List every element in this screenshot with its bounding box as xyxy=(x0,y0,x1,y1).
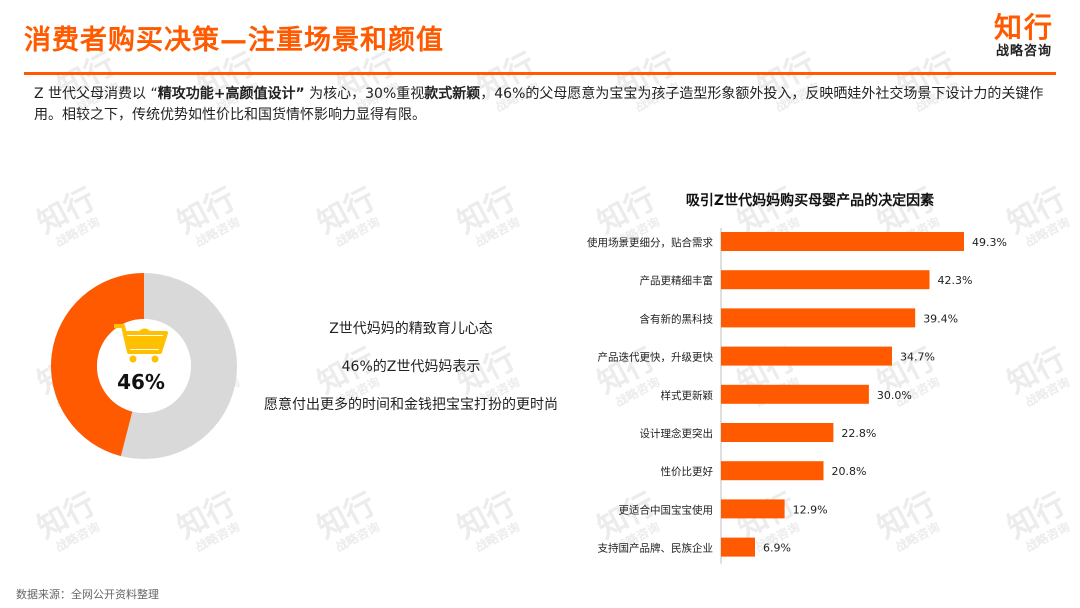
brand-logo: 知行 战略咨询 xyxy=(994,12,1054,60)
bar xyxy=(721,384,869,404)
category-label: 产品迭代更快，升级更快 xyxy=(598,351,714,364)
value-label: 20.8% xyxy=(832,465,867,478)
shopping-cart-icon xyxy=(114,324,168,363)
value-label: 12.9% xyxy=(793,503,828,516)
page-title: 消费者购买决策—注重场景和颜值 xyxy=(24,25,444,56)
intro-text-1: Z 世代父母消费以 “ xyxy=(34,86,158,102)
category-label: 支持国产品牌、民族企业 xyxy=(598,542,714,555)
category-label: 设计理念更突出 xyxy=(640,427,714,440)
bar xyxy=(721,537,755,557)
value-label: 39.4% xyxy=(923,312,958,325)
source-note: 数据来源：全网公开资料整理 xyxy=(16,588,159,601)
logo-sub-text: 战略咨询 xyxy=(995,44,1052,59)
value-label: 34.7% xyxy=(900,351,935,364)
bar xyxy=(721,308,916,328)
donut-value-arc xyxy=(51,273,145,457)
category-label: 性价比更好 xyxy=(661,465,714,478)
title-divider xyxy=(24,72,1056,75)
intro-text-2: 为核心，30%重视 xyxy=(304,86,425,102)
category-label: 使用场景更细分，贴合需求 xyxy=(587,236,713,249)
intro-text-3: ，46%的父母愿意为宝宝为孩子造型形象额外投入，反映晒娃外社交场景下设计力的关键… xyxy=(34,86,1044,123)
bar xyxy=(721,346,892,366)
value-label: 30.0% xyxy=(877,389,912,402)
insight-line-1: Z世代妈妈的精致育儿心态 xyxy=(329,321,493,337)
value-label: 42.3% xyxy=(937,274,972,287)
intro-bold-2: 款式新颖 xyxy=(424,86,481,102)
bar xyxy=(721,461,824,481)
category-label: 产品更精细丰富 xyxy=(640,274,714,287)
donut-hole xyxy=(97,319,191,413)
insight-line-2: 46%的Z世代妈妈表示 xyxy=(341,359,481,375)
donut-chart xyxy=(51,273,237,459)
bar xyxy=(721,499,785,519)
donut-value-label: 46% xyxy=(117,370,165,394)
value-label: 22.8% xyxy=(841,427,876,440)
intro-paragraph: Z 世代父母消费以 “精攻功能+高颜值设计” 为核心，30%重视款式新颖，46%… xyxy=(34,84,1054,126)
intro-bold-1: 精攻功能+高颜值设计” xyxy=(157,86,305,102)
value-label: 49.3% xyxy=(972,236,1007,249)
bar xyxy=(721,232,964,251)
logo-main-text: 知行 xyxy=(993,11,1054,44)
category-label: 更适合中国宝宝使用 xyxy=(619,503,714,516)
insight-line-3: 愿意付出更多的时间和金钱把宝宝打扮的更时尚 xyxy=(264,397,558,413)
category-label: 样式更新颖 xyxy=(661,389,714,402)
value-label: 6.9% xyxy=(763,542,791,555)
category-label: 含有新的黑科技 xyxy=(640,312,714,325)
bar xyxy=(721,423,834,442)
bar xyxy=(721,270,930,290)
chart-title: 吸引Z世代妈妈购买母婴产品的决定因素 xyxy=(685,193,935,209)
